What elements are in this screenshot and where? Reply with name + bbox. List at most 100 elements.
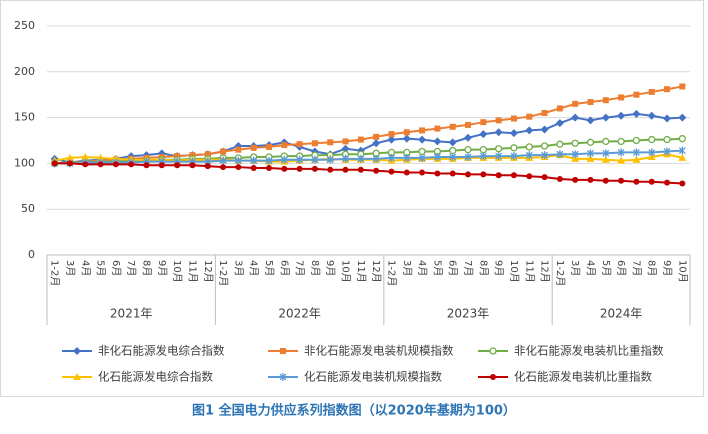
marker: [281, 165, 288, 172]
marker: [678, 135, 686, 143]
marker: [556, 105, 563, 112]
marker: [128, 161, 135, 168]
x-tick-label: 9月: [156, 260, 168, 276]
marker: [586, 116, 595, 125]
marker: [525, 151, 533, 160]
marker: [189, 152, 196, 159]
marker: [204, 151, 211, 158]
x-tick-label: 1-2月: [217, 260, 229, 286]
marker: [327, 166, 334, 173]
legend-label: 非化石能源发电装机规模指数: [304, 344, 454, 358]
marker: [419, 169, 426, 176]
x-tick-label: 12月: [370, 260, 382, 283]
marker: [250, 144, 257, 151]
marker: [509, 129, 518, 138]
marker: [96, 153, 105, 161]
marker: [571, 154, 580, 162]
marker: [372, 139, 381, 148]
marker: [678, 113, 687, 122]
marker: [357, 154, 365, 163]
marker: [602, 97, 609, 104]
marker: [51, 160, 58, 167]
marker: [373, 167, 380, 174]
marker: [73, 373, 81, 380]
marker: [434, 170, 441, 177]
year-label: 2022年: [278, 307, 321, 321]
marker: [678, 146, 686, 155]
marker: [234, 156, 242, 165]
marker: [663, 135, 671, 144]
marker: [418, 135, 427, 144]
marker: [526, 113, 533, 120]
marker: [387, 135, 396, 144]
x-tick-label: 7月: [462, 260, 474, 276]
caption: 图1 全国电力供应系列指数图（以2020年基期为100）: [192, 403, 516, 419]
marker: [602, 149, 610, 158]
marker: [112, 161, 119, 168]
marker: [489, 347, 497, 355]
marker: [618, 94, 625, 101]
marker: [541, 151, 549, 160]
marker: [296, 155, 304, 164]
y-tick-label: 100: [14, 156, 35, 169]
marker: [174, 162, 181, 169]
marker: [602, 177, 609, 184]
chart-border: [0, 0, 704, 397]
marker: [311, 155, 319, 164]
x-tick-label: 8月: [141, 260, 153, 276]
marker: [97, 161, 104, 168]
legend-label: 非化石能源发电综合指数: [98, 344, 225, 358]
marker: [601, 155, 610, 163]
marker: [373, 133, 380, 140]
x-tick-label: 10月: [171, 260, 183, 283]
marker: [250, 164, 257, 171]
marker: [357, 136, 364, 143]
marker: [342, 154, 349, 163]
marker: [632, 148, 640, 157]
marker: [388, 131, 395, 138]
marker: [449, 152, 457, 161]
marker: [449, 170, 456, 177]
x-tick-label: 9月: [493, 260, 505, 276]
marker: [280, 155, 288, 164]
x-tick-label: 6月: [447, 260, 459, 276]
marker: [663, 147, 671, 156]
marker: [479, 146, 487, 154]
y-tick-label: 0: [28, 248, 35, 261]
marker: [601, 113, 610, 122]
x-tick-label: 9月: [661, 260, 673, 276]
marker: [449, 146, 457, 155]
marker: [647, 152, 656, 160]
marker: [465, 121, 472, 128]
y-tick-label: 50: [21, 202, 35, 215]
marker: [541, 174, 548, 181]
marker: [189, 162, 196, 169]
x-tick-label: 3月: [232, 260, 244, 276]
marker: [648, 148, 656, 157]
marker: [632, 109, 641, 118]
legend-label: 化石能源发电装机比重指数: [514, 370, 652, 384]
marker: [510, 144, 518, 152]
marker: [250, 156, 258, 165]
marker: [388, 168, 395, 175]
marker: [648, 178, 655, 185]
marker: [526, 173, 533, 180]
marker: [204, 163, 211, 170]
marker: [587, 99, 594, 106]
x-tick-label: 5月: [600, 260, 612, 276]
marker: [664, 179, 671, 186]
x-tick-label: 6月: [615, 260, 627, 276]
marker: [220, 164, 227, 171]
marker: [73, 347, 81, 355]
marker: [602, 137, 610, 146]
marker: [494, 145, 503, 153]
marker: [648, 135, 656, 144]
marker: [82, 161, 89, 168]
marker: [220, 148, 227, 155]
marker: [281, 142, 288, 149]
marker: [556, 150, 564, 159]
marker: [372, 154, 380, 163]
marker: [495, 117, 502, 124]
